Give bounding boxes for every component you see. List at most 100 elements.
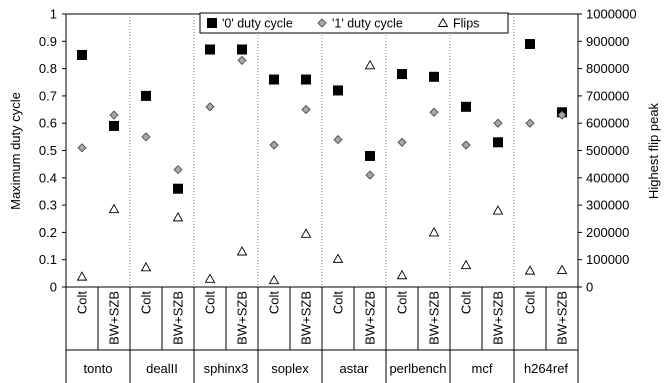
legend-marker-duty1 xyxy=(317,18,327,28)
group-label-astar: astar xyxy=(340,361,370,376)
subcategory-label: Colt xyxy=(75,291,90,315)
y-tick-label: 0.4 xyxy=(39,170,57,185)
subcategory-label: Colt xyxy=(139,291,154,315)
group-label-perlbench: perlbench xyxy=(389,361,446,376)
subcategory-label: BW+SZB xyxy=(171,291,186,345)
y2-tick-label: 600000 xyxy=(586,116,629,131)
point-duty1-astar-colt xyxy=(333,135,343,145)
point-duty0-mcf-colt xyxy=(461,101,471,112)
group-label-mcf: mcf xyxy=(472,361,493,376)
legend-label-flips: Flips xyxy=(453,17,479,31)
point-duty1-mcf-bwszb xyxy=(493,118,503,128)
y2-tick-label: 200000 xyxy=(586,225,629,240)
point-duty1-h264ref-colt xyxy=(525,118,535,128)
subcategory-label: Colt xyxy=(395,291,410,315)
legend-marker-flips xyxy=(437,17,449,27)
point-duty0-astar-colt xyxy=(333,85,343,96)
legend-marker-duty0 xyxy=(207,18,217,28)
point-flips-sphinx3-colt xyxy=(204,273,216,283)
y2-tick-label: 400000 xyxy=(586,170,629,185)
point-duty0-h264ref-colt xyxy=(525,39,535,50)
point-duty0-soplex-bwszb xyxy=(301,74,311,85)
y-tick-label: 0.7 xyxy=(39,88,57,103)
point-duty1-dealII-colt xyxy=(141,132,151,142)
y2-tick-label: 700000 xyxy=(586,88,629,103)
subcategory-label: Colt xyxy=(267,291,282,315)
point-flips-dealII-bwszb xyxy=(172,211,184,222)
subcategory-label: BW+SZB xyxy=(299,291,314,345)
point-duty0-astar-bwszb xyxy=(365,150,375,161)
point-flips-h264ref-colt xyxy=(524,265,536,275)
y2-tick-label: 800000 xyxy=(586,61,629,76)
point-duty0-sphinx3-colt xyxy=(205,44,215,55)
y2-tick-label: 0 xyxy=(586,280,593,295)
y-tick-label: 0.3 xyxy=(39,198,57,213)
point-duty1-perlbench-colt xyxy=(397,137,407,147)
subcategory-label: BW+SZB xyxy=(107,291,122,345)
legend-label-duty0: '0' duty cycle xyxy=(222,17,293,31)
point-flips-perlbench-colt xyxy=(396,269,408,280)
point-flips-dealII-colt xyxy=(140,261,152,272)
point-duty0-dealII-bwszb xyxy=(173,183,183,194)
group-label-sphinx3: sphinx3 xyxy=(204,361,249,376)
y2-tick-label: 300000 xyxy=(586,198,629,213)
group-label-dealII: dealII xyxy=(146,361,178,376)
plot-area-border xyxy=(65,13,579,288)
point-flips-tonto-colt xyxy=(76,271,88,281)
legend-label-duty1: '1' duty cycle xyxy=(332,17,403,31)
y-tick-label: 1 xyxy=(50,7,57,22)
point-flips-soplex-bwszb xyxy=(300,228,312,238)
subcategory-label: Colt xyxy=(331,291,346,315)
y2-tick-label: 500000 xyxy=(586,143,629,158)
subcategory-label: Colt xyxy=(203,291,218,315)
y2-tick-label: 900000 xyxy=(586,34,629,49)
y-tick-label: 0.1 xyxy=(39,252,57,267)
point-flips-tonto-bwszb xyxy=(108,203,120,214)
subcategory-label: BW+SZB xyxy=(491,291,506,345)
subcategory-label: BW+SZB xyxy=(235,291,250,345)
point-duty1-astar-bwszb xyxy=(365,170,375,180)
point-duty1-soplex-colt xyxy=(269,140,279,150)
y-tick-label: 0.6 xyxy=(39,116,57,131)
point-flips-astar-colt xyxy=(332,253,344,263)
point-duty1-dealII-bwszb xyxy=(173,165,183,175)
point-duty1-mcf-colt xyxy=(461,140,471,150)
y2-axis-title: Highest flip peak xyxy=(646,102,661,199)
y-axis-title: Maximum duty cycle xyxy=(8,92,23,210)
point-duty1-sphinx3-bwszb xyxy=(237,55,247,65)
point-duty1-tonto-bwszb xyxy=(109,110,119,120)
point-duty0-sphinx3-bwszb xyxy=(237,44,247,55)
point-flips-mcf-colt xyxy=(460,259,472,270)
point-duty1-sphinx3-colt xyxy=(205,102,215,112)
point-flips-perlbench-bwszb xyxy=(428,226,440,237)
point-duty0-tonto-colt xyxy=(77,49,87,60)
point-duty0-mcf-bwszb xyxy=(493,137,503,148)
point-flips-h264ref-bwszb xyxy=(556,264,568,275)
subcategory-label: BW+SZB xyxy=(363,291,378,345)
point-duty0-dealII-colt xyxy=(141,90,151,101)
point-duty0-tonto-bwszb xyxy=(109,120,119,131)
point-duty0-soplex-colt xyxy=(269,74,279,85)
point-flips-soplex-colt xyxy=(268,274,280,285)
point-flips-sphinx3-bwszb xyxy=(236,246,248,256)
point-flips-astar-bwszb xyxy=(364,59,376,70)
subcategory-label: Colt xyxy=(523,291,538,315)
point-duty1-h264ref-bwszb xyxy=(557,110,567,120)
legend-box xyxy=(199,12,509,34)
point-duty0-perlbench-bwszb xyxy=(429,71,439,82)
point-duty0-perlbench-colt xyxy=(397,69,407,80)
y-tick-label: 0 xyxy=(50,280,57,295)
y2-tick-label: 100000 xyxy=(586,252,629,267)
point-duty1-tonto-colt xyxy=(77,143,87,153)
point-duty1-perlbench-bwszb xyxy=(429,107,439,117)
group-label-h264ref: h264ref xyxy=(524,361,568,376)
group-label-tonto: tonto xyxy=(84,361,113,376)
y-tick-label: 0.5 xyxy=(39,143,57,158)
subcategory-label: Colt xyxy=(459,291,474,315)
subcategory-label: BW+SZB xyxy=(427,291,442,345)
y2-tick-label: 1000000 xyxy=(586,7,637,22)
group-label-soplex: soplex xyxy=(271,361,309,376)
y-tick-label: 0.2 xyxy=(39,225,57,240)
